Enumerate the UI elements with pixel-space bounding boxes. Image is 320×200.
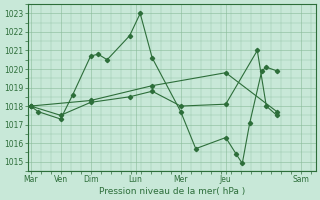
- X-axis label: Pression niveau de la mer( hPa ): Pression niveau de la mer( hPa ): [99, 187, 245, 196]
